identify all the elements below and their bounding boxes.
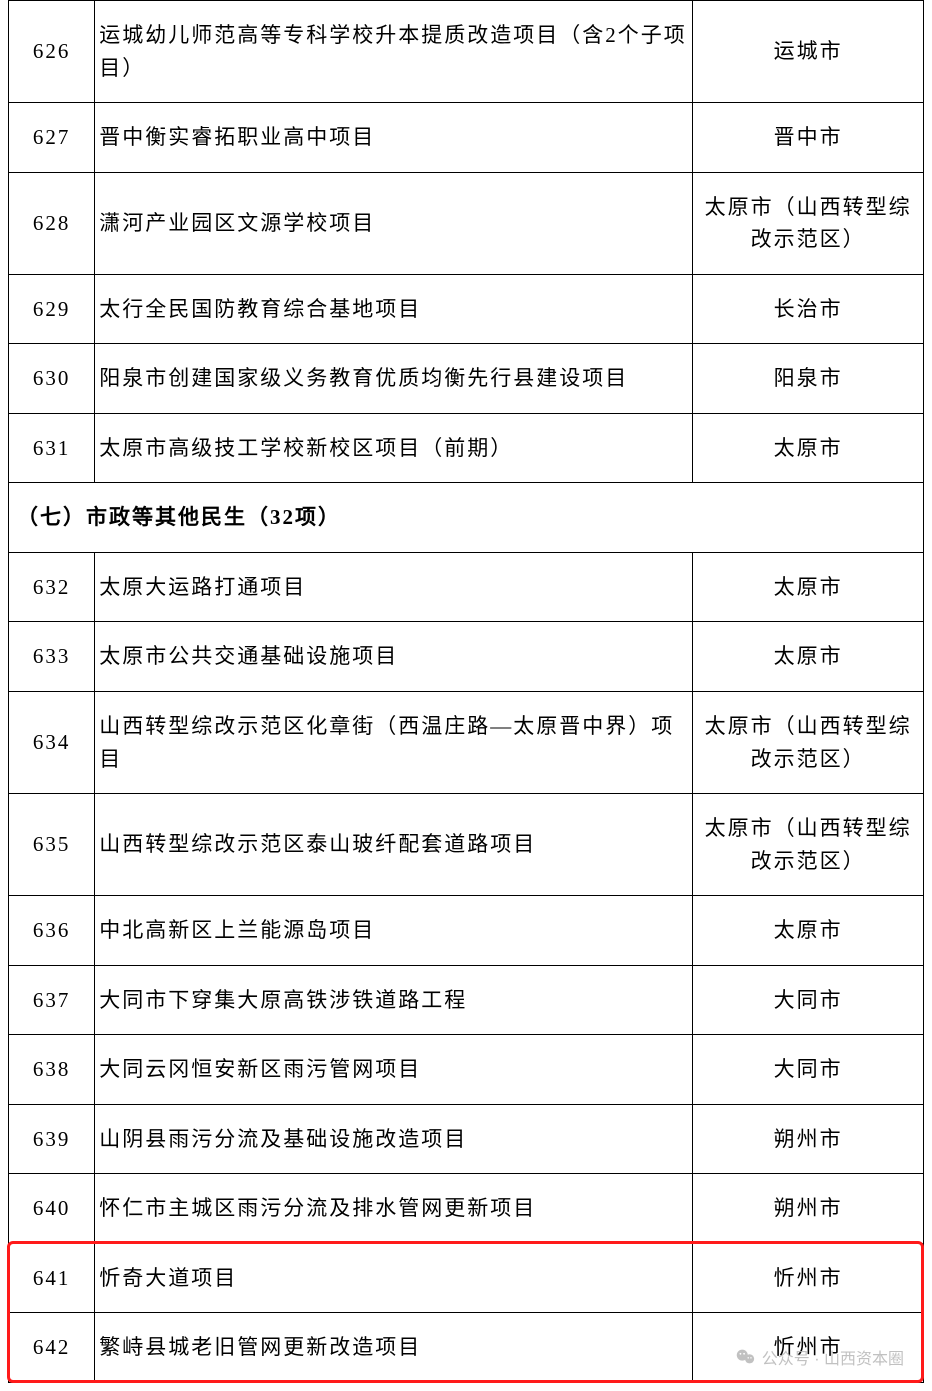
- project-city: 太原市: [693, 622, 924, 692]
- table-row: 628潇河产业园区文源学校项目太原市（山西转型综改示范区）: [9, 172, 924, 274]
- row-number: 638: [9, 1035, 95, 1105]
- table-row: 639山阴县雨污分流及基础设施改造项目朔州市: [9, 1104, 924, 1174]
- row-number: 632: [9, 552, 95, 622]
- project-city: 大同市: [693, 1035, 924, 1105]
- row-number: 627: [9, 103, 95, 173]
- table-row: 634山西转型综改示范区化章街（西温庄路—太原晋中界）项目太原市（山西转型综改示…: [9, 692, 924, 794]
- row-number: 634: [9, 692, 95, 794]
- projects-table: 626运城幼儿师范高等专科学校升本提质改造项目（含2个子项目）运城市627晋中衡…: [8, 0, 924, 1383]
- table-row: 626运城幼儿师范高等专科学校升本提质改造项目（含2个子项目）运城市: [9, 1, 924, 103]
- project-city: 太原市（山西转型综改示范区）: [693, 692, 924, 794]
- project-name: 太行全民国防教育综合基地项目: [95, 274, 693, 344]
- row-number: 633: [9, 622, 95, 692]
- project-city: 太原市: [693, 413, 924, 483]
- row-number: 639: [9, 1104, 95, 1174]
- project-name: 太原大运路打通项目: [95, 552, 693, 622]
- table-row: 631太原市高级技工学校新校区项目（前期）太原市: [9, 413, 924, 483]
- project-city: 太原市: [693, 896, 924, 966]
- row-number: 630: [9, 344, 95, 414]
- project-city: 太原市: [693, 552, 924, 622]
- project-name: 山阴县雨污分流及基础设施改造项目: [95, 1104, 693, 1174]
- project-name: 怀仁市主城区雨污分流及排水管网更新项目: [95, 1174, 693, 1244]
- table-row: 632太原大运路打通项目太原市: [9, 552, 924, 622]
- row-number: 626: [9, 1, 95, 103]
- table-row: 641忻奇大道项目忻州市: [9, 1243, 924, 1313]
- table-row: 633太原市公共交通基础设施项目太原市: [9, 622, 924, 692]
- table-row: 629太行全民国防教育综合基地项目长治市: [9, 274, 924, 344]
- project-name: 山西转型综改示范区泰山玻纤配套道路项目: [95, 794, 693, 896]
- row-number: 628: [9, 172, 95, 274]
- project-city: 忻州市: [693, 1313, 924, 1383]
- project-name: 太原市高级技工学校新校区项目（前期）: [95, 413, 693, 483]
- table-row: 635山西转型综改示范区泰山玻纤配套道路项目太原市（山西转型综改示范区）: [9, 794, 924, 896]
- row-number: 629: [9, 274, 95, 344]
- project-city: 朔州市: [693, 1104, 924, 1174]
- project-name: 太原市公共交通基础设施项目: [95, 622, 693, 692]
- table-row: 637大同市下穿集大原高铁涉铁道路工程大同市: [9, 965, 924, 1035]
- table-row: 642繁峙县城老旧管网更新改造项目忻州市: [9, 1313, 924, 1383]
- row-number: 631: [9, 413, 95, 483]
- row-number: 637: [9, 965, 95, 1035]
- project-name: 忻奇大道项目: [95, 1243, 693, 1313]
- section-header: （七）市政等其他民生（32项）: [9, 483, 924, 553]
- row-number: 640: [9, 1174, 95, 1244]
- row-number: 636: [9, 896, 95, 966]
- project-city: 阳泉市: [693, 344, 924, 414]
- project-city: 晋中市: [693, 103, 924, 173]
- table-container: 626运城幼儿师范高等专科学校升本提质改造项目（含2个子项目）运城市627晋中衡…: [8, 0, 924, 1383]
- row-number: 641: [9, 1243, 95, 1313]
- table-row: 630阳泉市创建国家级义务教育优质均衡先行县建设项目阳泉市: [9, 344, 924, 414]
- project-city: 朔州市: [693, 1174, 924, 1244]
- project-city: 长治市: [693, 274, 924, 344]
- project-name: 晋中衡实睿拓职业高中项目: [95, 103, 693, 173]
- project-name: 山西转型综改示范区化章街（西温庄路—太原晋中界）项目: [95, 692, 693, 794]
- project-name: 大同云冈恒安新区雨污管网项目: [95, 1035, 693, 1105]
- project-name: 中北高新区上兰能源岛项目: [95, 896, 693, 966]
- table-row: 638大同云冈恒安新区雨污管网项目大同市: [9, 1035, 924, 1105]
- project-city: 大同市: [693, 965, 924, 1035]
- table-row: 640怀仁市主城区雨污分流及排水管网更新项目朔州市: [9, 1174, 924, 1244]
- row-number: 642: [9, 1313, 95, 1383]
- project-city: 太原市（山西转型综改示范区）: [693, 172, 924, 274]
- project-city: 忻州市: [693, 1243, 924, 1313]
- project-name: 阳泉市创建国家级义务教育优质均衡先行县建设项目: [95, 344, 693, 414]
- project-name: 繁峙县城老旧管网更新改造项目: [95, 1313, 693, 1383]
- table-row: 627晋中衡实睿拓职业高中项目晋中市: [9, 103, 924, 173]
- project-city: 运城市: [693, 1, 924, 103]
- project-name: 运城幼儿师范高等专科学校升本提质改造项目（含2个子项目）: [95, 1, 693, 103]
- table-row: 636中北高新区上兰能源岛项目太原市: [9, 896, 924, 966]
- row-number: 635: [9, 794, 95, 896]
- project-name: 大同市下穿集大原高铁涉铁道路工程: [95, 965, 693, 1035]
- project-name: 潇河产业园区文源学校项目: [95, 172, 693, 274]
- section-row: （七）市政等其他民生（32项）: [9, 483, 924, 553]
- project-city: 太原市（山西转型综改示范区）: [693, 794, 924, 896]
